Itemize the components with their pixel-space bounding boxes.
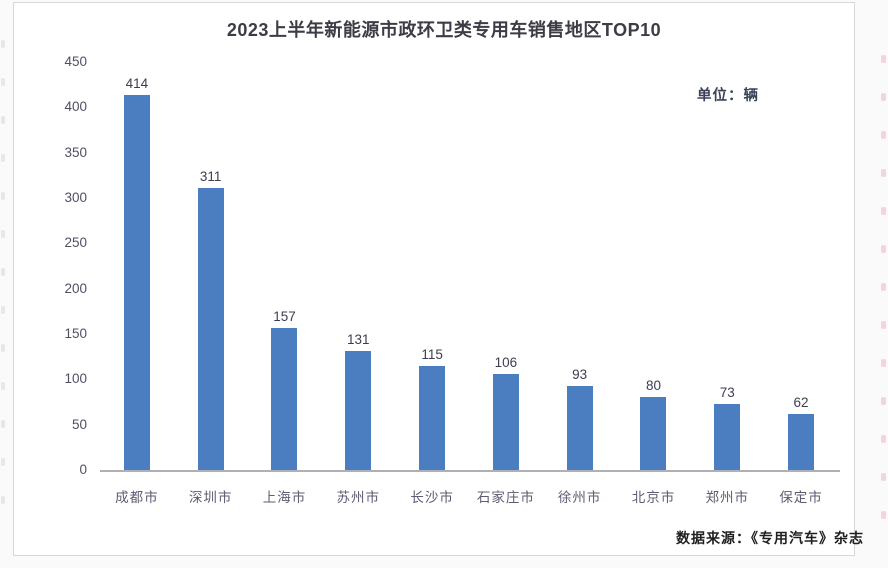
y-axis: 0 50 100 150 200 250 300 350 400 450 [30,0,87,568]
bar-slot-郑州市: 73 [690,385,764,470]
bar-value-label: 93 [572,367,588,382]
edge-artifact-mark [881,397,886,405]
y-tick-label: 350 [64,144,87,160]
bar [566,386,593,470]
bar-value-label: 80 [645,378,661,393]
bar [640,397,667,470]
bar-slot-北京市: 80 [617,378,691,470]
bar-slot-苏州市: 131 [321,332,395,470]
edge-artifact-mark [1,344,5,352]
edge-artifact-mark [881,283,886,291]
edge-artifact-mark [1,78,5,86]
data-source-note: 数据来源：《专用汽车》杂志 [676,530,864,546]
bar [419,366,446,470]
y-tick-label: 250 [64,235,87,251]
edge-artifact-mark [1,458,5,466]
edge-artifact-mark [881,93,886,101]
y-tick-label: 400 [64,99,87,115]
bar-value-label: 106 [494,355,518,370]
bar [123,95,150,470]
edge-artifact-mark [1,420,5,428]
edge-artifact-mark [881,473,886,481]
bar-slot-成都市: 414 [100,76,174,470]
x-category-label: 郑州市 [705,490,750,505]
y-tick-label: 300 [64,190,87,205]
edge-artifact-mark [881,169,886,177]
x-category-label: 苏州市 [336,490,381,505]
edge-artifact-mark [1,496,5,504]
y-tick-label: 150 [64,326,87,341]
y-tick-label: 50 [71,416,87,432]
bar-value-label: 115 [421,347,443,362]
bar-value-label: 311 [199,169,222,184]
edge-artifact-mark [881,245,886,253]
edge-artifact-mark [1,40,5,48]
bar [714,404,741,470]
edge-artifact-mark [881,359,886,367]
x-category-label: 长沙市 [410,490,454,505]
x-category-label: 上海市 [262,490,307,505]
x-category-label: 北京市 [631,490,676,505]
bar-slot-长沙市: 115 [395,347,469,470]
y-tick-label: 0 [79,462,87,477]
bar-value-label: 131 [347,332,370,347]
unit-label: 单位：辆 [697,88,759,104]
bar-slot-石家庄市: 106 [469,355,543,470]
edge-artifact-mark [1,382,5,390]
bar-value-label: 73 [719,385,735,400]
bar-slot-保定市: 62 [764,395,838,470]
edge-artifact-mark [1,268,5,276]
edge-artifact-mark [1,116,5,124]
bar-slot-徐州市: 93 [543,367,617,470]
bar [271,328,298,470]
bar [197,188,224,470]
bar-value-label: 62 [793,395,809,410]
chart-title: 2023上半年新能源市政环卫类专用车销售地区TOP10 [226,20,662,40]
x-axis-labels: 成都市 深圳市 上海市 苏州市 长沙市 石家庄市 徐州市 北京市 郑州市 保定市 [100,486,838,506]
x-category-label: 成都市 [115,490,159,505]
edge-artifact-mark [881,55,886,63]
edge-artifact-mark [1,192,5,200]
plot-area: 414 311 157 131 115 106 93 80 73 62 [100,60,838,470]
edge-artifact-mark [1,230,5,238]
y-tick-label: 100 [64,371,87,387]
bar [345,351,372,470]
bar-slot-深圳市: 311 [174,169,248,470]
x-category-label: 石家庄市 [476,490,535,505]
edge-artifact-mark [1,154,5,162]
bar [492,374,519,470]
bar [788,414,815,470]
x-category-label: 徐州市 [557,490,602,505]
bar-slot-上海市: 157 [248,309,322,470]
edge-artifact-mark [881,207,886,215]
edge-artifact-mark [881,511,886,519]
x-category-label: 深圳市 [188,490,233,505]
edge-artifact-mark [1,306,5,314]
bar-value-label: 157 [273,309,296,324]
edge-artifact-mark [881,435,886,443]
x-category-label: 保定市 [779,490,823,505]
bar-value-label: 414 [125,76,149,91]
edge-artifact-mark [881,131,886,139]
x-axis-line [100,470,840,472]
edge-artifact-mark [881,321,886,329]
y-tick-label: 450 [64,54,87,69]
y-tick-label: 200 [64,280,87,296]
